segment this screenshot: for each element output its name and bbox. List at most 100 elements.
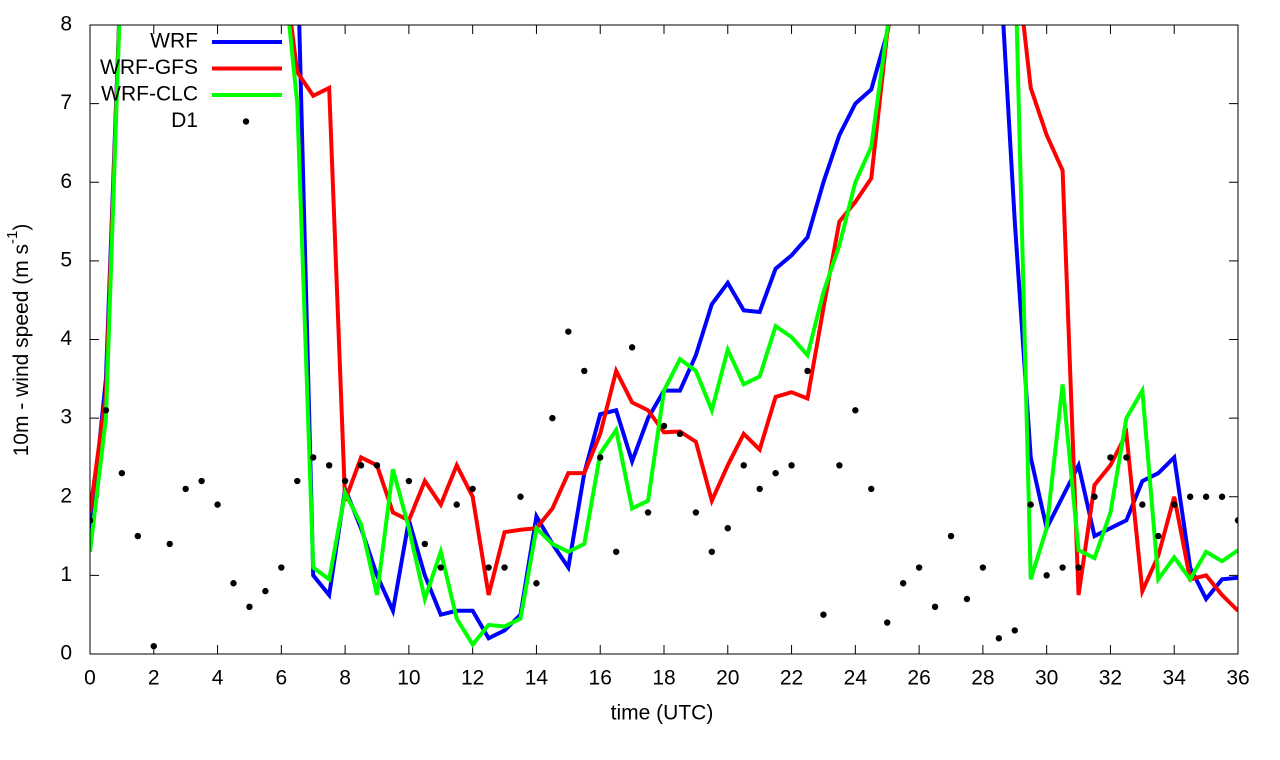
- data-point: [612, 548, 620, 555]
- x-tick-label: 24: [844, 667, 868, 690]
- data-point: [1186, 493, 1194, 500]
- x-tick-label: 16: [589, 667, 612, 690]
- x-axis-label: time (UTC): [611, 702, 714, 725]
- data-point: [437, 564, 444, 571]
- x-tick-label: 8: [339, 667, 351, 690]
- data-point: [517, 493, 524, 500]
- data-point: [1218, 493, 1226, 500]
- data-point: [628, 344, 636, 351]
- data-point: [692, 509, 700, 516]
- data-point: [325, 462, 333, 469]
- data-point: [581, 367, 588, 375]
- data-point: [341, 477, 349, 485]
- legend-label: WRF-GFS: [100, 56, 198, 79]
- y-tick-label: 5: [60, 248, 72, 271]
- x-tick-label: 18: [652, 667, 675, 690]
- data-point: [1171, 501, 1178, 508]
- plot-area: [90, 25, 1238, 650]
- data-point: [102, 407, 110, 414]
- x-tick-label: 4: [212, 667, 224, 690]
- data-point: [166, 540, 173, 548]
- legend-label: D1: [171, 109, 198, 132]
- data-point: [469, 485, 476, 493]
- data-point: [708, 548, 716, 555]
- data-point: [90, 517, 94, 524]
- legend-label: WRF: [150, 30, 198, 53]
- series-line: [90, 25, 1238, 613]
- x-tick-label: 6: [275, 667, 287, 690]
- data-point: [915, 564, 923, 571]
- y-tick-label: 4: [60, 327, 72, 350]
- data-point: [1011, 627, 1018, 634]
- plot-border: [89, 24, 1239, 655]
- x-tick-label: 0: [84, 667, 96, 690]
- data-point: [1202, 493, 1210, 500]
- y-axis-label: 10m - wind speed (m s-1): [4, 224, 33, 457]
- data-point: [118, 469, 126, 477]
- data-point: [421, 540, 429, 548]
- data-point: [644, 509, 652, 516]
- data-point: [788, 462, 795, 469]
- data-point: [804, 367, 811, 375]
- y-label-text: 10m - wind speed (m s: [10, 244, 33, 456]
- data-point: [150, 642, 157, 650]
- y-label-sup: -1: [4, 231, 21, 244]
- data-point: [756, 485, 763, 493]
- series-line: [90, 25, 1238, 649]
- x-tick-label: 20: [716, 667, 739, 690]
- data-point: [246, 603, 253, 611]
- y-tick-label: 3: [60, 406, 72, 429]
- x-tick-label: 12: [461, 667, 484, 690]
- data-point: [485, 564, 492, 571]
- data-point: [884, 619, 891, 626]
- data-point: [198, 477, 205, 485]
- data-point: [1155, 532, 1162, 540]
- legend-marker: [242, 118, 250, 125]
- data-point: [230, 580, 237, 587]
- data-point: [533, 580, 540, 587]
- data-point: [1091, 493, 1098, 500]
- data-point: [373, 462, 381, 469]
- x-tick-label: 2: [148, 667, 160, 690]
- data-point: [549, 414, 556, 422]
- data-point: [294, 477, 301, 485]
- data-point: [1059, 564, 1066, 571]
- data-point: [836, 462, 843, 469]
- data-point: [1234, 517, 1238, 524]
- data-point: [214, 501, 221, 508]
- x-tick-label: 14: [525, 667, 549, 690]
- data-point: [852, 407, 859, 414]
- data-point: [724, 525, 731, 532]
- x-tick-label: 10: [397, 667, 420, 690]
- data-point: [453, 501, 460, 508]
- legend-label: WRF-CLC: [101, 83, 198, 106]
- data-point: [262, 587, 269, 595]
- x-tick-label: 28: [971, 667, 994, 690]
- data-point: [931, 603, 939, 611]
- data-point: [899, 580, 907, 587]
- data-point: [1107, 454, 1114, 461]
- data-point: [820, 611, 827, 618]
- data-point: [995, 635, 1003, 642]
- data-point: [1139, 501, 1146, 508]
- x-tick-label: 34: [1163, 667, 1187, 690]
- data-point: [740, 462, 747, 469]
- data-point: [357, 462, 365, 469]
- data-point: [405, 477, 413, 485]
- x-tick-label: 30: [1035, 667, 1058, 690]
- x-tick-label: 22: [780, 667, 803, 690]
- data-point: [660, 422, 668, 430]
- data-point: [1123, 454, 1130, 461]
- data-point: [868, 485, 875, 493]
- data-point: [182, 485, 189, 493]
- data-point: [772, 469, 779, 477]
- x-tick-label: 26: [907, 667, 930, 690]
- y-label-end: ): [10, 224, 33, 231]
- data-point: [134, 532, 142, 540]
- data-point: [310, 454, 317, 461]
- data-point: [963, 595, 971, 603]
- data-point: [979, 564, 987, 571]
- data-point: [501, 564, 508, 571]
- y-tick-label: 7: [60, 91, 72, 114]
